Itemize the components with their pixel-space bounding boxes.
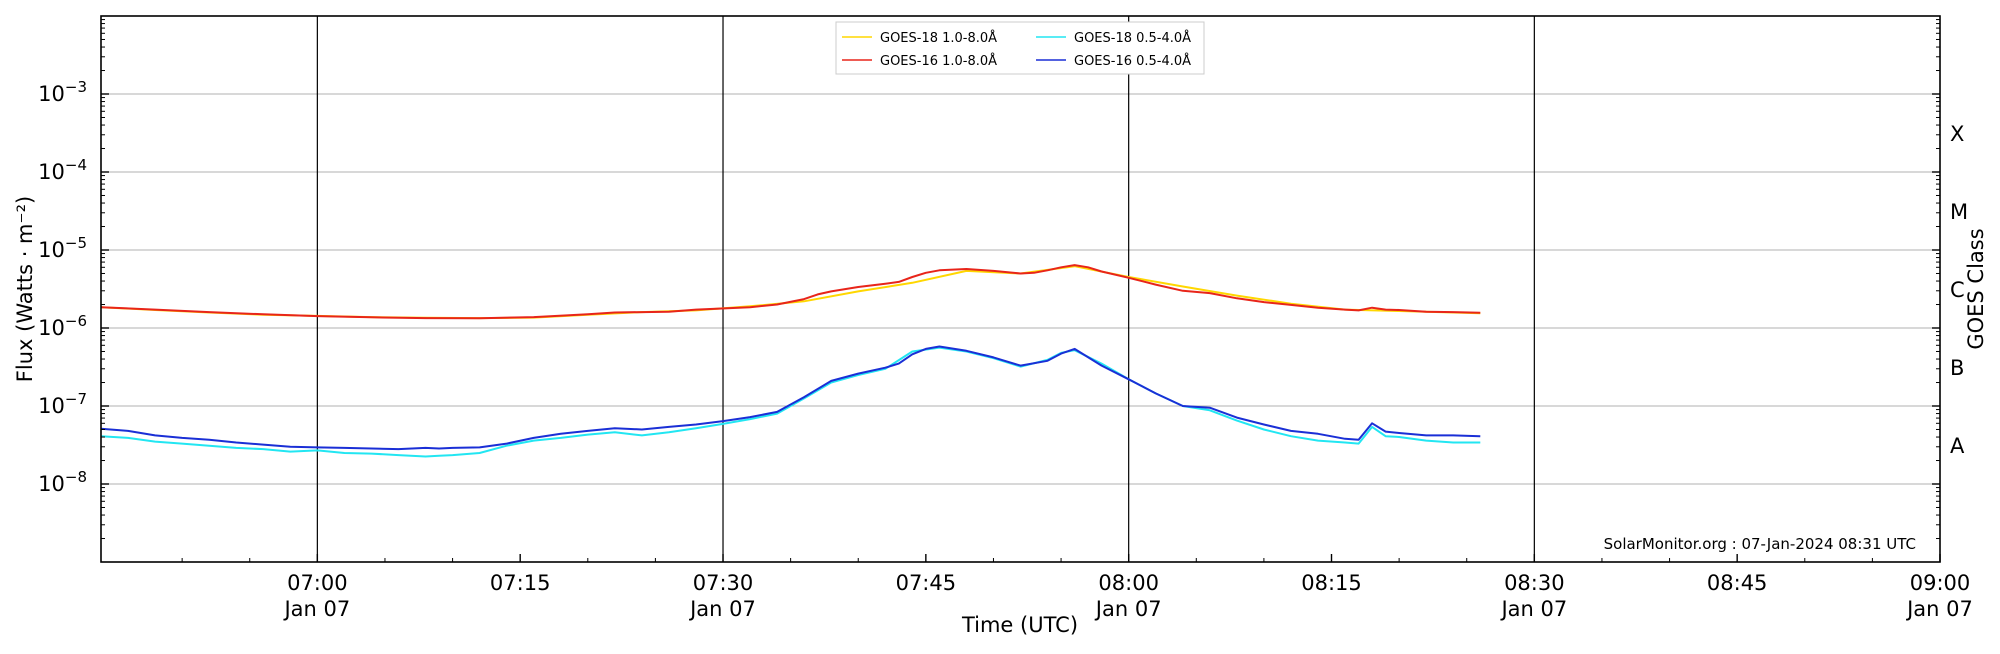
x-tick-date-label: Jan 07	[282, 597, 350, 621]
goes-class-label: B	[1950, 356, 1964, 380]
legend-label-goes16-long: GOES-16 1.0-8.0Å	[880, 53, 997, 69]
x-tick-date-label: Jan 07	[1499, 597, 1567, 621]
y-axis-title: Flux (Watts · m⁻²)	[13, 196, 37, 382]
x-tick-label: 08:45	[1707, 571, 1768, 595]
series-goes18-long	[100, 265, 1481, 320]
goes-class-label: X	[1950, 122, 1964, 146]
y-tick-label: 10−8	[38, 468, 87, 496]
legend-label-goes18-long: GOES-18 1.0-8.0Å	[880, 30, 997, 46]
x-tick-label: 07:45	[896, 571, 957, 595]
legend-label-goes16-short: GOES-16 0.5-4.0Å	[1074, 53, 1191, 69]
y-tick-label: 10−6	[38, 312, 87, 340]
x-axis-title: Time (UTC)	[961, 613, 1078, 637]
goes-class-label: C	[1950, 278, 1965, 302]
plot-frame	[100, 15, 1941, 563]
legend: GOES-18 1.0-8.0Å GOES-16 1.0-8.0Å GOES-1…	[835, 21, 1205, 75]
x-tick-label: 07:30	[693, 571, 754, 595]
legend-label-goes18-short: GOES-18 0.5-4.0Å	[1074, 30, 1191, 46]
series-goes16-short	[100, 345, 1481, 451]
goes-class-label: A	[1950, 434, 1965, 458]
x-tick-date-label: Jan 07	[1094, 597, 1162, 621]
legend-box	[835, 21, 1205, 75]
goes-class-label: M	[1950, 200, 1968, 224]
y-tick-label: 10−3	[38, 78, 87, 106]
x-tick-date-label: Jan 07	[1905, 597, 1973, 621]
x-tick-label: 08:00	[1098, 571, 1159, 595]
x-tick-label: 08:30	[1504, 571, 1565, 595]
footer-credit: SolarMonitor.org : 07-Jan-2024 08:31 UTC	[1604, 535, 1916, 553]
y-tick-label: 10−5	[38, 234, 87, 262]
x-tick-label: 07:00	[287, 571, 348, 595]
x-tick-date-label: Jan 07	[688, 597, 756, 621]
x-tick-label: 08:15	[1301, 571, 1362, 595]
y-tick-label: 10−4	[38, 156, 87, 184]
x-tick-label: 09:00	[1910, 571, 1971, 595]
x-tick-label: 07:15	[490, 571, 551, 595]
series-goes16-long	[100, 264, 1481, 320]
right-axis-title: GOES Class	[1964, 228, 1988, 349]
y-tick-label: 10−7	[38, 390, 87, 418]
series-goes18-short	[100, 346, 1481, 458]
